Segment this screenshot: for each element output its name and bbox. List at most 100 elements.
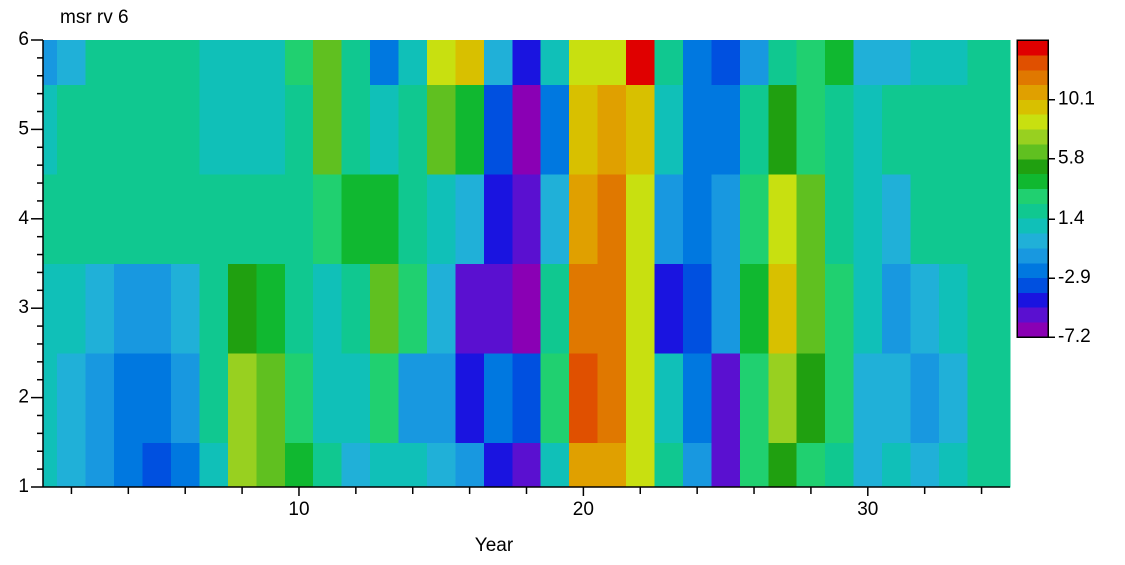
- contour-cell: [284, 84, 314, 175]
- contour-cell: [85, 352, 115, 443]
- contour-cell: [114, 352, 144, 443]
- contour-cell: [199, 84, 229, 175]
- contour-cell: [597, 263, 627, 354]
- contour-cell: [170, 174, 200, 264]
- colorbar-tick-label: -7.2: [1058, 326, 1091, 347]
- contour-cell: [938, 263, 968, 354]
- contour-field: [43, 40, 1011, 488]
- contour-cell: [711, 84, 741, 175]
- contour-cell: [569, 352, 599, 443]
- contour-cell: [57, 84, 87, 175]
- contour-cell: [43, 442, 58, 488]
- colorbar-band: [1017, 84, 1048, 100]
- contour-cell: [170, 352, 200, 443]
- contour-cell: [227, 40, 257, 86]
- contour-cell: [995, 352, 1011, 443]
- y-tick-label: 4: [18, 208, 29, 229]
- contour-cell: [284, 174, 314, 264]
- contour-cell: [768, 352, 798, 443]
- contour-cell: [256, 263, 286, 354]
- contour-cell: [170, 263, 200, 354]
- contour-cell: [825, 174, 855, 264]
- contour-cell: [910, 174, 940, 264]
- colorbar-band: [1017, 129, 1048, 145]
- contour-cell: [882, 40, 911, 86]
- contour-cell: [142, 40, 172, 86]
- contour-cell: [170, 40, 200, 86]
- contour-cell: [85, 84, 115, 175]
- contour-cell: [967, 442, 997, 488]
- contour-cell: [398, 442, 428, 488]
- contour-cell: [938, 442, 968, 488]
- contour-cell: [512, 84, 542, 175]
- x-axis-label: Year: [475, 535, 514, 556]
- contour-cell: [199, 263, 229, 354]
- contour-cell: [199, 40, 229, 86]
- contour-cell: [85, 442, 115, 488]
- contour-cell: [711, 442, 741, 488]
- contour-cell: [483, 352, 513, 443]
- contour-cell: [711, 40, 741, 86]
- contour-cell: [114, 84, 144, 175]
- contour-cell: [455, 263, 485, 354]
- contour-cell: [739, 40, 769, 86]
- contour-cell: [227, 442, 257, 488]
- contour-cell: [341, 40, 371, 86]
- contour-cell: [796, 352, 826, 443]
- contour-cell: [796, 174, 826, 264]
- contour-cell: [370, 174, 400, 264]
- contour-cell: [825, 442, 855, 488]
- contour-cell: [626, 263, 655, 354]
- contour-cell: [142, 352, 172, 443]
- contour-cell: [170, 442, 200, 488]
- contour-cell: [995, 84, 1011, 175]
- contour-cell: [654, 174, 684, 264]
- colorbar-band: [1017, 99, 1048, 115]
- contour-cell: [199, 442, 229, 488]
- y-tick-label: 6: [18, 29, 29, 50]
- colorbar-band: [1017, 158, 1048, 175]
- contour-cell: [796, 263, 826, 354]
- contour-cell: [313, 263, 343, 354]
- contour-cell: [512, 40, 542, 86]
- contour-cell: [796, 84, 826, 175]
- contour-cell: [768, 263, 798, 354]
- y-tick-label: 5: [18, 118, 29, 139]
- contour-cell: [142, 174, 172, 264]
- contour-cell: [85, 40, 115, 86]
- contour-cell: [938, 174, 968, 264]
- contour-cell: [483, 263, 513, 354]
- contour-cell: [796, 40, 826, 86]
- contour-cell: [739, 352, 769, 443]
- contour-cell: [426, 84, 456, 175]
- contour-cell: [597, 442, 627, 488]
- colorbar-band: [1017, 69, 1048, 86]
- contour-cell: [398, 263, 428, 354]
- contour-cell: [512, 442, 542, 488]
- y-tick-label: 3: [18, 297, 29, 318]
- contour-cell: [227, 352, 257, 443]
- contour-cell: [114, 442, 144, 488]
- contour-cell: [540, 84, 570, 175]
- contour-cell: [341, 174, 371, 264]
- contour-cell: [85, 174, 115, 264]
- contour-cell: [739, 84, 769, 175]
- colorbar-band: [1017, 307, 1048, 323]
- contour-cell: [768, 442, 798, 488]
- contour-cell: [370, 84, 400, 175]
- contour-cell: [341, 442, 371, 488]
- contour-cell: [569, 174, 599, 264]
- x-tick-label: 10: [288, 499, 309, 520]
- x-tick-label: 30: [857, 499, 878, 520]
- colorbar-tick-label: 1.4: [1058, 208, 1085, 229]
- colorbar-band: [1017, 54, 1048, 71]
- contour-cell: [967, 352, 997, 443]
- contour-cell: [284, 263, 314, 354]
- contour-cell: [455, 40, 485, 86]
- contour-cell: [682, 174, 712, 264]
- contour-cell: [341, 263, 371, 354]
- contour-cell: [284, 352, 314, 443]
- contour-cell: [739, 442, 769, 488]
- contour-cell: [142, 84, 172, 175]
- contour-cell: [682, 352, 712, 443]
